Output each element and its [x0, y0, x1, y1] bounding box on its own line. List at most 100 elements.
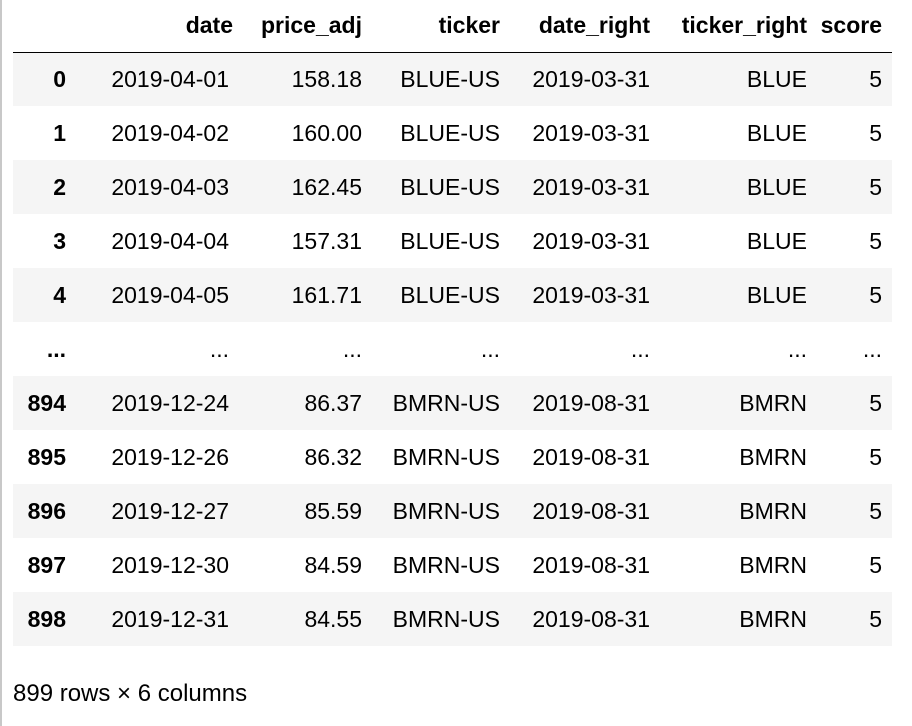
header-score: score	[819, 0, 892, 53]
cell-ticker-right: BLUE	[746, 227, 807, 254]
cell-date: 2019-12-27	[111, 497, 229, 524]
cell-ticker: BLUE-US	[400, 119, 500, 146]
table-row: 1 2019-04-02 160.00 BLUE-US 2019-03-31 B…	[13, 106, 892, 160]
header-date-right: date_right	[512, 0, 662, 53]
cell-date: 2019-04-04	[111, 227, 229, 254]
cell-score: 5	[869, 227, 882, 254]
table-row: 898 2019-12-31 84.55 BMRN-US 2019-08-31 …	[13, 592, 892, 646]
cell-date: 2019-12-31	[111, 605, 229, 632]
cell-score: 5	[869, 389, 882, 416]
cell-score: 5	[869, 65, 882, 92]
cell-score: ...	[862, 335, 882, 362]
output-cell-border	[0, 0, 2, 726]
cell-ticker: BMRN-US	[392, 605, 500, 632]
cell-date: 2019-04-05	[111, 281, 229, 308]
table-row: 896 2019-12-27 85.59 BMRN-US 2019-08-31 …	[13, 484, 892, 538]
cell-date-right: 2019-08-31	[532, 497, 650, 524]
cell-score: 5	[869, 497, 882, 524]
row-index: 4	[53, 281, 66, 308]
cell-date: 2019-12-30	[111, 551, 229, 578]
cell-price-adj: 85.59	[304, 497, 362, 524]
dataframe-table: date price_adj ticker date_right ticker_…	[13, 0, 892, 646]
table-row: 897 2019-12-30 84.59 BMRN-US 2019-08-31 …	[13, 538, 892, 592]
cell-price-adj: 86.32	[304, 443, 362, 470]
row-index: 897	[27, 551, 66, 578]
table-row: 3 2019-04-04 157.31 BLUE-US 2019-03-31 B…	[13, 214, 892, 268]
cell-ticker: BLUE-US	[400, 281, 500, 308]
cell-score: 5	[869, 551, 882, 578]
row-index: 894	[27, 389, 66, 416]
cell-ticker: BLUE-US	[400, 227, 500, 254]
cell-score: 5	[869, 443, 882, 470]
cell-date-right: 2019-03-31	[532, 65, 650, 92]
table-row: 895 2019-12-26 86.32 BMRN-US 2019-08-31 …	[13, 430, 892, 484]
table-row: 4 2019-04-05 161.71 BLUE-US 2019-03-31 B…	[13, 268, 892, 322]
cell-ticker: BMRN-US	[392, 443, 500, 470]
cell-date-right: ...	[630, 335, 650, 362]
cell-date: 2019-12-24	[111, 389, 229, 416]
dataframe-shape-summary: 899 rows × 6 columns	[13, 680, 248, 707]
cell-ticker: BMRN-US	[392, 551, 500, 578]
table-row: 894 2019-12-24 86.37 BMRN-US 2019-08-31 …	[13, 376, 892, 430]
cell-ticker-right: BMRN	[739, 551, 807, 578]
cell-price-adj: 86.37	[304, 389, 362, 416]
row-index: 895	[27, 443, 66, 470]
cell-price-adj: 160.00	[291, 119, 362, 146]
cell-price-adj: 84.55	[304, 605, 362, 632]
cell-score: 5	[869, 119, 882, 146]
cell-price-adj: 158.18	[291, 65, 362, 92]
cell-ticker-right: BLUE	[746, 119, 807, 146]
cell-date: 2019-12-26	[111, 443, 229, 470]
table-row-ellipsis: ... ... ... ... ... ... ...	[13, 322, 892, 376]
header-price-adj: price_adj	[241, 0, 374, 53]
cell-price-adj: 161.71	[291, 281, 362, 308]
table-row: 0 2019-04-01 158.18 BLUE-US 2019-03-31 B…	[13, 52, 892, 106]
cell-ticker: BMRN-US	[392, 389, 500, 416]
cell-date-right: 2019-08-31	[532, 551, 650, 578]
cell-score: 5	[869, 605, 882, 632]
header-ticker: ticker	[374, 0, 512, 53]
cell-date-right: 2019-03-31	[532, 227, 650, 254]
cell-price-adj: 157.31	[291, 227, 362, 254]
cell-ticker: BMRN-US	[392, 497, 500, 524]
table-body: 0 2019-04-01 158.18 BLUE-US 2019-03-31 B…	[13, 52, 892, 646]
row-index: 2	[53, 173, 66, 200]
cell-ticker-right: BLUE	[746, 173, 807, 200]
cell-date: 2019-04-03	[111, 173, 229, 200]
row-index: ...	[46, 335, 66, 362]
cell-ticker-right: BMRN	[739, 389, 807, 416]
cell-ticker-right: BLUE	[746, 65, 807, 92]
cell-date-right: 2019-08-31	[532, 443, 650, 470]
cell-date-right: 2019-08-31	[532, 389, 650, 416]
header-row: date price_adj ticker date_right ticker_…	[13, 0, 892, 53]
cell-ticker-right: BMRN	[739, 443, 807, 470]
cell-score: 5	[869, 281, 882, 308]
cell-date-right: 2019-03-31	[532, 119, 650, 146]
cell-date-right: 2019-08-31	[532, 605, 650, 632]
row-index: 3	[53, 227, 66, 254]
header-index	[13, 0, 79, 53]
cell-price-adj: ...	[342, 335, 362, 362]
cell-date-right: 2019-03-31	[532, 281, 650, 308]
cell-date: 2019-04-02	[111, 119, 229, 146]
row-index: 1	[53, 119, 66, 146]
cell-ticker: ...	[480, 335, 500, 362]
cell-ticker-right: ...	[787, 335, 807, 362]
cell-price-adj: 162.45	[291, 173, 362, 200]
header-date: date	[79, 0, 241, 53]
row-index: 898	[27, 605, 66, 632]
row-index: 0	[53, 65, 66, 92]
cell-ticker-right: BMRN	[739, 497, 807, 524]
cell-ticker-right: BLUE	[746, 281, 807, 308]
cell-ticker: BLUE-US	[400, 65, 500, 92]
cell-date: ...	[209, 335, 229, 362]
dataframe-output: date price_adj ticker date_right ticker_…	[13, 0, 892, 646]
cell-date-right: 2019-03-31	[532, 173, 650, 200]
cell-price-adj: 84.59	[304, 551, 362, 578]
cell-ticker: BLUE-US	[400, 173, 500, 200]
table-row: 2 2019-04-03 162.45 BLUE-US 2019-03-31 B…	[13, 160, 892, 214]
cell-score: 5	[869, 173, 882, 200]
row-index: 896	[27, 497, 66, 524]
cell-date: 2019-04-01	[111, 65, 229, 92]
cell-ticker-right: BMRN	[739, 605, 807, 632]
